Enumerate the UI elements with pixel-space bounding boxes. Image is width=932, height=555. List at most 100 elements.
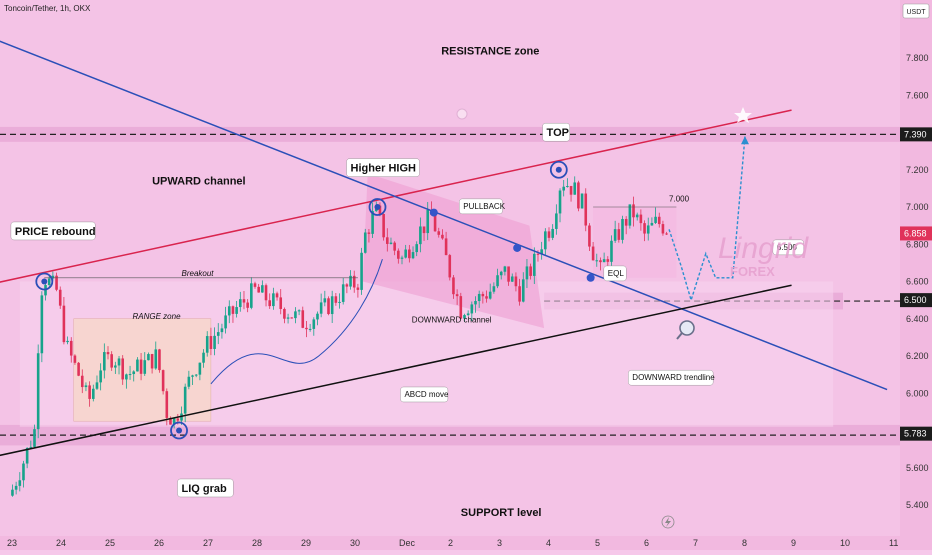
candle-body <box>242 299 246 303</box>
candle-body <box>352 275 356 288</box>
candle-body <box>261 285 264 293</box>
label-box <box>542 123 570 142</box>
candle-body <box>36 353 40 430</box>
star-icon <box>734 107 752 123</box>
candle-body <box>294 311 297 319</box>
projection-arrow <box>741 136 749 145</box>
lightning-bolt-icon <box>665 517 671 527</box>
candle-body <box>327 298 330 315</box>
candle-body <box>378 205 382 214</box>
candle-body <box>566 186 569 188</box>
candle-body <box>62 305 66 343</box>
candle-body <box>176 418 180 421</box>
candle-body <box>613 229 617 241</box>
annotation-label: EQL <box>608 269 625 278</box>
currency-badge[interactable] <box>902 3 930 19</box>
y-tick-label: 6.200 <box>906 351 929 361</box>
candle-body <box>194 374 198 376</box>
candle-body <box>231 306 235 314</box>
candle-body <box>400 257 404 259</box>
price-axis[interactable] <box>900 0 932 550</box>
candle-body <box>389 242 393 244</box>
candle-body <box>455 294 459 297</box>
y-tick-label: 6.600 <box>906 277 929 287</box>
x-tick-label: 4 <box>546 538 551 548</box>
candle-body <box>202 352 205 363</box>
label-box <box>459 198 503 215</box>
candle-body <box>496 275 499 287</box>
price-tag <box>900 127 932 142</box>
candle-body <box>477 293 481 302</box>
candle-body <box>227 306 231 316</box>
candle-body <box>397 250 400 259</box>
candle-body <box>73 355 77 363</box>
price-tag-label: 6.500 <box>904 295 927 305</box>
candle-body <box>165 391 169 418</box>
annotation-label: DOWNWARD channel <box>412 315 492 324</box>
candle-body <box>533 253 536 276</box>
candle-body <box>136 359 139 372</box>
candle-body <box>444 238 448 256</box>
pivot-marker-3 <box>549 160 568 179</box>
candle-body <box>610 240 613 262</box>
annotation-label: 6.500 <box>777 243 798 252</box>
projection-path <box>668 136 746 303</box>
candle-body <box>591 246 595 261</box>
annotation-label: 7.000 <box>669 194 690 203</box>
x-tick-label: 11 <box>889 538 898 548</box>
candle-body <box>437 231 441 235</box>
label-box <box>346 158 420 177</box>
pivot-marker-1 <box>170 421 188 440</box>
candle-body <box>117 358 121 366</box>
candle-body <box>507 266 510 282</box>
y-tick-label: 6.000 <box>906 388 929 398</box>
pivot-dot-3 <box>555 166 562 173</box>
candle-body <box>47 278 51 286</box>
y-tick-label: 6.400 <box>906 314 929 324</box>
candle-body <box>18 480 22 486</box>
candle-body <box>172 418 176 425</box>
candle-body <box>547 231 551 238</box>
lightning-icon[interactable] <box>661 515 675 529</box>
candle-body <box>316 313 319 320</box>
candle-body <box>654 216 657 223</box>
candle-body <box>257 286 260 293</box>
y-tick-label: 7.800 <box>906 53 929 63</box>
label-box <box>400 386 449 403</box>
candle-body <box>209 336 213 349</box>
candle-body <box>14 485 18 490</box>
candle-body <box>544 231 547 250</box>
price-tag <box>900 293 932 308</box>
candle-body <box>562 186 565 191</box>
watermark-title: Lingrid <box>718 232 809 265</box>
candle-body <box>584 193 588 226</box>
candle-body <box>485 296 488 299</box>
alert-icon[interactable] <box>456 108 468 120</box>
candle-body <box>312 319 316 329</box>
candle-body <box>106 352 110 355</box>
annotation-label: Higher HIGH <box>351 163 416 175</box>
candle-body <box>595 260 599 262</box>
candle-body <box>551 228 554 238</box>
label-box <box>603 265 627 282</box>
candle-body <box>183 386 187 414</box>
label-box <box>772 239 804 256</box>
candle-body <box>80 375 84 388</box>
candle-body <box>128 374 132 376</box>
candle-body <box>441 234 444 239</box>
candle-body <box>103 352 106 371</box>
candle-body <box>661 224 665 234</box>
candle-body <box>580 193 584 209</box>
candle-body <box>279 297 283 309</box>
price-tag <box>900 426 932 441</box>
candle-body <box>599 260 602 263</box>
y-tick-label: 5.400 <box>906 500 929 510</box>
candle-body <box>529 266 532 276</box>
candle-body <box>341 284 345 302</box>
x-tick-label: 25 <box>105 538 115 548</box>
candle-body <box>415 244 418 253</box>
time-axis[interactable] <box>0 536 900 550</box>
candle-body <box>356 287 360 290</box>
candle-body <box>169 417 172 425</box>
